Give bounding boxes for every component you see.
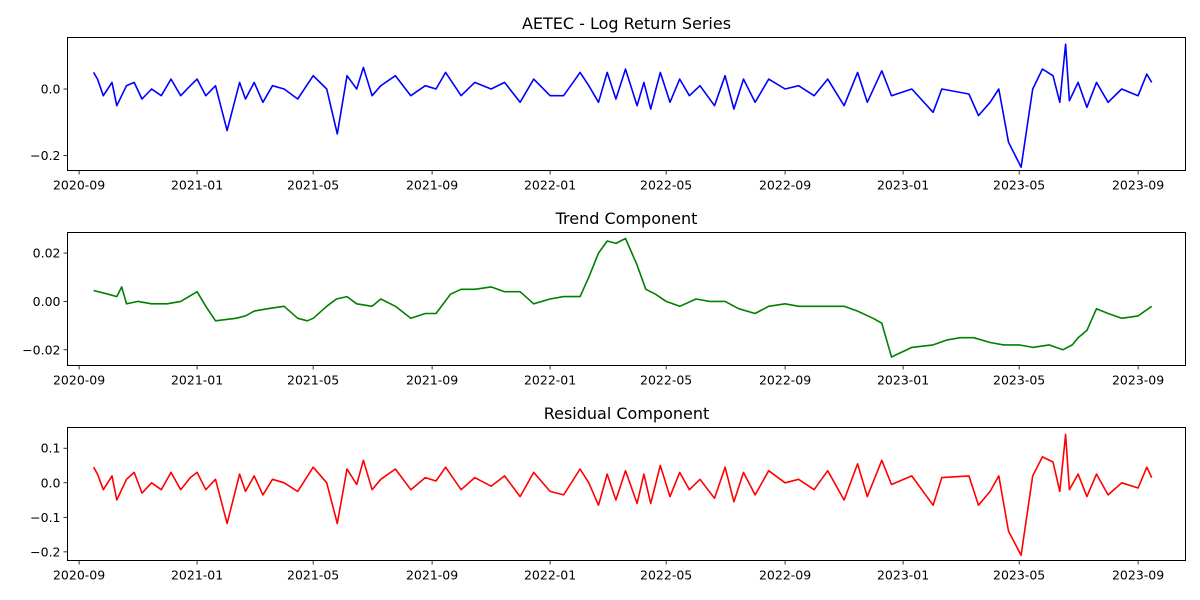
trend-line (93, 237, 1153, 358)
x-tick-label: 2021-09 (406, 178, 458, 193)
x-tick-label: 2021-05 (287, 373, 339, 388)
x-tick-label: 2023-09 (1112, 568, 1164, 583)
x-tick-label: 2021-01 (171, 178, 223, 193)
y-tick-label: 0.00 (33, 294, 61, 309)
x-tick-label: 2022-05 (640, 373, 692, 388)
x-tick-label: 2021-01 (171, 373, 223, 388)
x-tick-label: 2021-09 (406, 373, 458, 388)
y-tick-label: 0.1 (41, 441, 61, 456)
panel-title: AETEC - Log Return Series (522, 14, 731, 33)
x-tick-label: 2023-05 (993, 568, 1045, 583)
x-tick-label: 2023-01 (877, 178, 929, 193)
x-tick-label: 2023-09 (1112, 373, 1164, 388)
log-return-line (92, 43, 1153, 168)
x-tick-label: 2023-01 (877, 373, 929, 388)
x-tick-label: 2020-09 (53, 373, 105, 388)
x-tick-label: 2020-09 (53, 178, 105, 193)
y-tick-label: −0.2 (30, 544, 60, 559)
y-tick-label: −0.02 (22, 342, 60, 357)
y-axis: 0.1 0.0 −0.1 −0.2 (30, 441, 68, 559)
x-tick-label: 2023-01 (877, 568, 929, 583)
plot-area-frame (67, 37, 1186, 171)
y-tick-label: 0.0 (41, 475, 61, 490)
y-tick-label: −0.2 (30, 148, 60, 163)
log-return-panel: AETEC - Log Return Series 0.0 −0.2 2020-0… (30, 14, 1186, 193)
x-tick-label: 2022-05 (640, 178, 692, 193)
x-tick-label: 2022-09 (759, 373, 811, 388)
x-tick-label: 2023-09 (1112, 178, 1164, 193)
x-tick-label: 2022-05 (640, 568, 692, 583)
x-tick-label: 2022-09 (759, 568, 811, 583)
x-axis: 2020-09 2021-01 2021-05 2021-09 2022-01 2022-… (53, 170, 1164, 193)
x-tick-label: 2022-01 (524, 568, 576, 583)
x-tick-label: 2023-05 (993, 178, 1045, 193)
x-tick-label: 2021-05 (287, 568, 339, 583)
x-tick-label: 2020-09 (53, 568, 105, 583)
plot-area-frame (67, 427, 1186, 561)
x-tick-label: 2021-01 (171, 568, 223, 583)
x-tick-label: 2023-05 (993, 373, 1045, 388)
x-axis: 2020-09 2021-01 2021-05 2021-09 2022-01 2022-… (53, 560, 1164, 583)
panel-title: Trend Component (555, 209, 698, 228)
residual-panel: Residual Component 0.1 0.0 −0.1 −0.2 2020-0… (30, 404, 1186, 583)
x-tick-label: 2022-01 (524, 373, 576, 388)
x-axis: 2020-09 2021-01 2021-05 2021-09 2022-01 2022-… (53, 365, 1164, 388)
plot-area-frame (67, 232, 1186, 366)
x-tick-label: 2022-01 (524, 178, 576, 193)
x-tick-label: 2022-09 (759, 178, 811, 193)
x-tick-label: 2021-09 (406, 568, 458, 583)
y-tick-label: −0.1 (30, 510, 60, 525)
y-axis: 0.0 −0.2 (30, 82, 68, 163)
residual-line (92, 433, 1153, 557)
trend-panel: Trend Component 0.020.00−0.02 2020-09 202… (22, 209, 1186, 388)
y-axis: 0.02 0.00 −0.02 (22, 246, 68, 357)
panel-title: Residual Component (544, 404, 710, 423)
y-tick-label: 0.0 (41, 82, 61, 97)
y-tick-label: 0.02 (33, 246, 61, 261)
x-tick-label: 2021-05 (287, 178, 339, 193)
